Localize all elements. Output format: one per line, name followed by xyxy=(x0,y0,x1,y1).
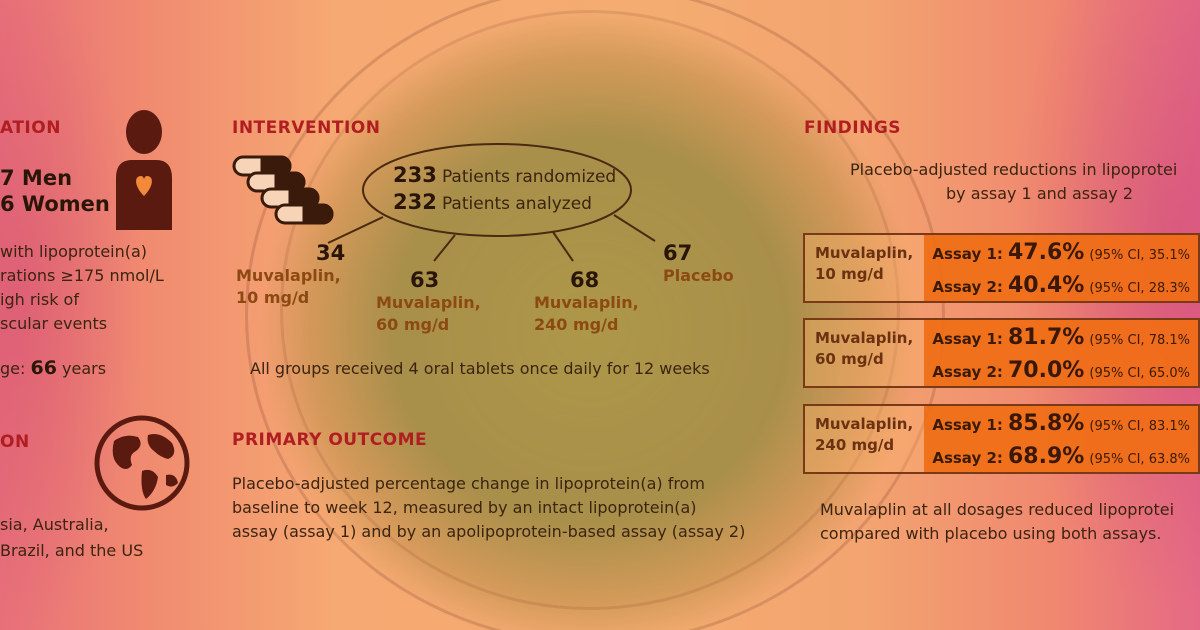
criteria-line: with lipoprotein(a) xyxy=(0,242,148,261)
primary-outcome-heading: PRIMARY OUTCOME xyxy=(232,430,428,450)
assay1-result: Assay 1: 47.6% (95% CI, 35.1% xyxy=(932,240,1190,265)
criteria-line: igh risk of xyxy=(0,290,79,309)
arm-placebo: 67 Placebo xyxy=(663,241,734,285)
finding-dose-label: Muvalaplin, 60 mg/d xyxy=(805,320,925,386)
connector-line xyxy=(433,234,456,262)
population-heading: ATION xyxy=(0,118,61,138)
intervention-heading: INTERVENTION xyxy=(232,118,381,138)
finding-results: Assay 1: 81.7% (95% CI, 78.1% Assay 2: 7… xyxy=(924,320,1198,386)
criteria-line: rations ≥175 nmol/L xyxy=(0,266,164,285)
primary-outcome-text: Placebo-adjusted percentage change in li… xyxy=(232,472,745,544)
findings-conclusion: Muvalaplin at all dosages reduced lipopr… xyxy=(820,500,1175,543)
arm-240mg: 68 Muvalaplin, 240 mg/d xyxy=(534,268,639,334)
findings-heading: FINDINGS xyxy=(804,118,902,138)
arm-10mg: 34 Muvalaplin, 10 mg/d xyxy=(236,241,346,307)
connector-line xyxy=(613,214,656,242)
analyzed-count: 232 Patients analyzed xyxy=(393,190,592,214)
connector-line xyxy=(552,231,574,262)
person-heart-icon xyxy=(112,108,176,230)
assay1-result: Assay 1: 81.7% (95% CI, 78.1% xyxy=(932,325,1190,350)
criteria-line: scular events xyxy=(0,314,108,333)
finding-dose-label: Muvalaplin, 240 mg/d xyxy=(805,406,925,472)
assay2-result: Assay 2: 70.0% (95% CI, 65.0% xyxy=(932,358,1190,383)
location-line: sia, Australia, xyxy=(0,515,109,534)
finding-row-240mg: Muvalaplin, 240 mg/d Assay 1: 85.8% (95%… xyxy=(803,404,1200,474)
randomization-diagram xyxy=(327,143,656,262)
location-line: Brazil, and the US xyxy=(0,541,144,560)
population-criteria: with lipoprotein(a) rations ≥175 nmol/L … xyxy=(0,240,164,336)
population-women: 6 Women xyxy=(0,192,110,216)
assay2-result: Assay 2: 68.9% (95% CI, 63.8% xyxy=(932,444,1190,469)
findings-subtitle: Placebo-adjusted reductions in lipoprote… xyxy=(850,160,1178,203)
finding-dose-label: Muvalaplin, 10 mg/d xyxy=(805,235,925,301)
intervention-note: All groups received 4 oral tablets once … xyxy=(250,359,710,378)
randomization-ellipse xyxy=(362,143,632,237)
outcome-line: assay (assay 1) and by an apolipoprotein… xyxy=(232,522,746,541)
outcome-line: baseline to week 12, measured by an inta… xyxy=(232,498,697,517)
pills-icon xyxy=(232,155,336,227)
connector-line xyxy=(327,216,384,244)
population-men: 7 Men xyxy=(0,166,73,190)
population-age: ge: 66 years xyxy=(0,357,107,379)
finding-row-10mg: Muvalaplin, 10 mg/d Assay 1: 47.6% (95% … xyxy=(803,233,1200,303)
globe-icon xyxy=(94,415,190,511)
finding-results: Assay 1: 47.6% (95% CI, 35.1% Assay 2: 4… xyxy=(924,235,1198,301)
location-heading: ON xyxy=(0,432,30,452)
finding-results: Assay 1: 85.8% (95% CI, 83.1% Assay 2: 6… xyxy=(924,406,1198,472)
location-text: sia, Australia, Brazil, and the US xyxy=(0,512,143,564)
arm-60mg: 63 Muvalaplin, 60 mg/d xyxy=(376,268,481,334)
finding-row-60mg: Muvalaplin, 60 mg/d Assay 1: 81.7% (95% … xyxy=(803,318,1200,388)
assay1-result: Assay 1: 85.8% (95% CI, 83.1% xyxy=(932,411,1190,436)
assay2-result: Assay 2: 40.4% (95% CI, 28.3% xyxy=(932,273,1190,298)
randomized-count: 233 Patients randomized xyxy=(393,163,617,187)
outcome-line: Placebo-adjusted percentage change in li… xyxy=(232,474,705,493)
